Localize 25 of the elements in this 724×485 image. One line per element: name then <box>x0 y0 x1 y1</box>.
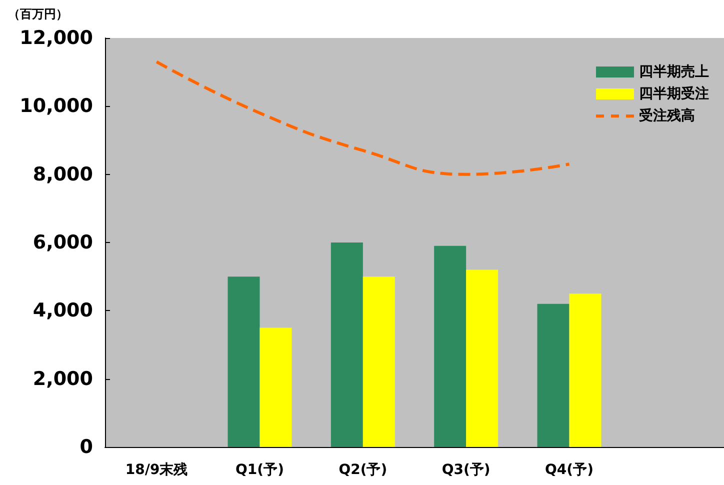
x-tick-label: 18/9末残 <box>125 462 188 478</box>
y-tick-label: 8,000 <box>32 163 93 186</box>
legend-label: 四半期受注 <box>639 85 709 102</box>
bar <box>466 270 498 447</box>
bar <box>260 328 292 447</box>
x-tick-label: Q1(予) <box>236 462 284 478</box>
x-tick-label: Q3(予) <box>442 462 490 478</box>
y-axis-title: （百万円） <box>8 7 68 21</box>
y-tick-label: 6,000 <box>32 232 93 254</box>
legend-label: 受注残高 <box>638 107 695 124</box>
y-tick-label: 0 <box>80 436 93 458</box>
y-tick-label: 2,000 <box>32 368 93 390</box>
line-series <box>155 60 571 176</box>
x-tick-label: Q2(予) <box>338 462 388 478</box>
y-tick-label: 12,000 <box>20 27 93 49</box>
bar <box>330 242 363 447</box>
bar <box>228 276 260 447</box>
y-tick-label: 10,000 <box>20 95 93 118</box>
bar <box>362 276 395 447</box>
legend-label: 四半期売上 <box>639 64 709 80</box>
y-tick-label: 4,000 <box>32 300 93 322</box>
bar <box>434 246 466 447</box>
bar <box>537 304 570 447</box>
bar <box>569 294 602 447</box>
x-tick-label: Q4(予) <box>545 462 594 478</box>
